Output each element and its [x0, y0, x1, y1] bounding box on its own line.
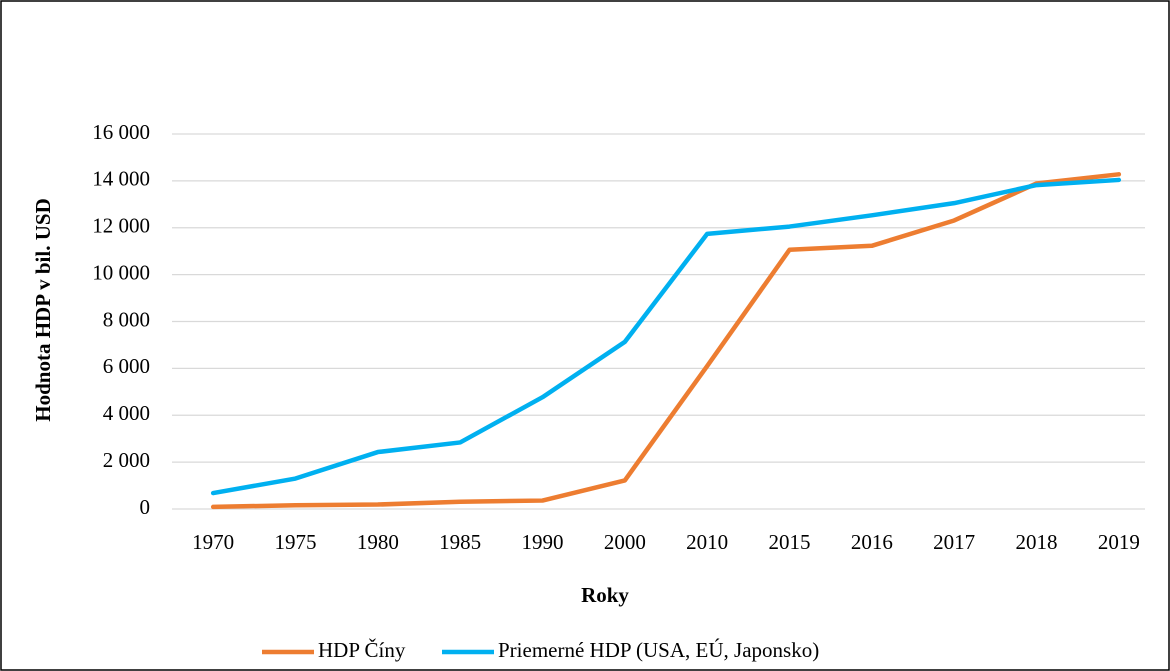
y-tick-label: 8 000 — [103, 307, 150, 331]
y-tick-label: 12 000 — [92, 214, 150, 238]
x-tick-label: 1975 — [275, 530, 317, 554]
x-tick-label: 2016 — [851, 530, 893, 554]
legend-label: HDP Číny — [318, 638, 406, 662]
x-tick-label: 2015 — [769, 530, 811, 554]
x-tick-label: 2000 — [604, 530, 646, 554]
y-tick-label: 6 000 — [103, 354, 150, 378]
x-tick-label: 2019 — [1098, 530, 1140, 554]
y-tick-label: 0 — [140, 495, 151, 519]
x-tick-label: 2018 — [1016, 530, 1058, 554]
x-tick-label: 1985 — [439, 530, 481, 554]
legend-label: Priemerné HDP (USA, EÚ, Japonsko) — [498, 638, 819, 662]
line-series — [210, 177, 1122, 496]
x-tick-label: 1990 — [522, 530, 564, 554]
y-tick-label: 14 000 — [92, 167, 150, 191]
x-axis-title: Roky — [581, 583, 629, 607]
x-tick-label: 1970 — [192, 530, 234, 554]
y-tick-label: 16 000 — [92, 120, 150, 144]
y-tick-label: 2 000 — [103, 448, 150, 472]
x-tick-label: 2010 — [686, 530, 728, 554]
x-tick-label: 2017 — [933, 530, 975, 554]
line-series — [210, 172, 1122, 510]
y-tick-label: 10 000 — [92, 260, 150, 284]
x-tick-label: 1980 — [357, 530, 399, 554]
y-tick-label: 4 000 — [103, 401, 150, 425]
y-axis-title: Hodnota HDP v bil. USD — [31, 198, 55, 421]
